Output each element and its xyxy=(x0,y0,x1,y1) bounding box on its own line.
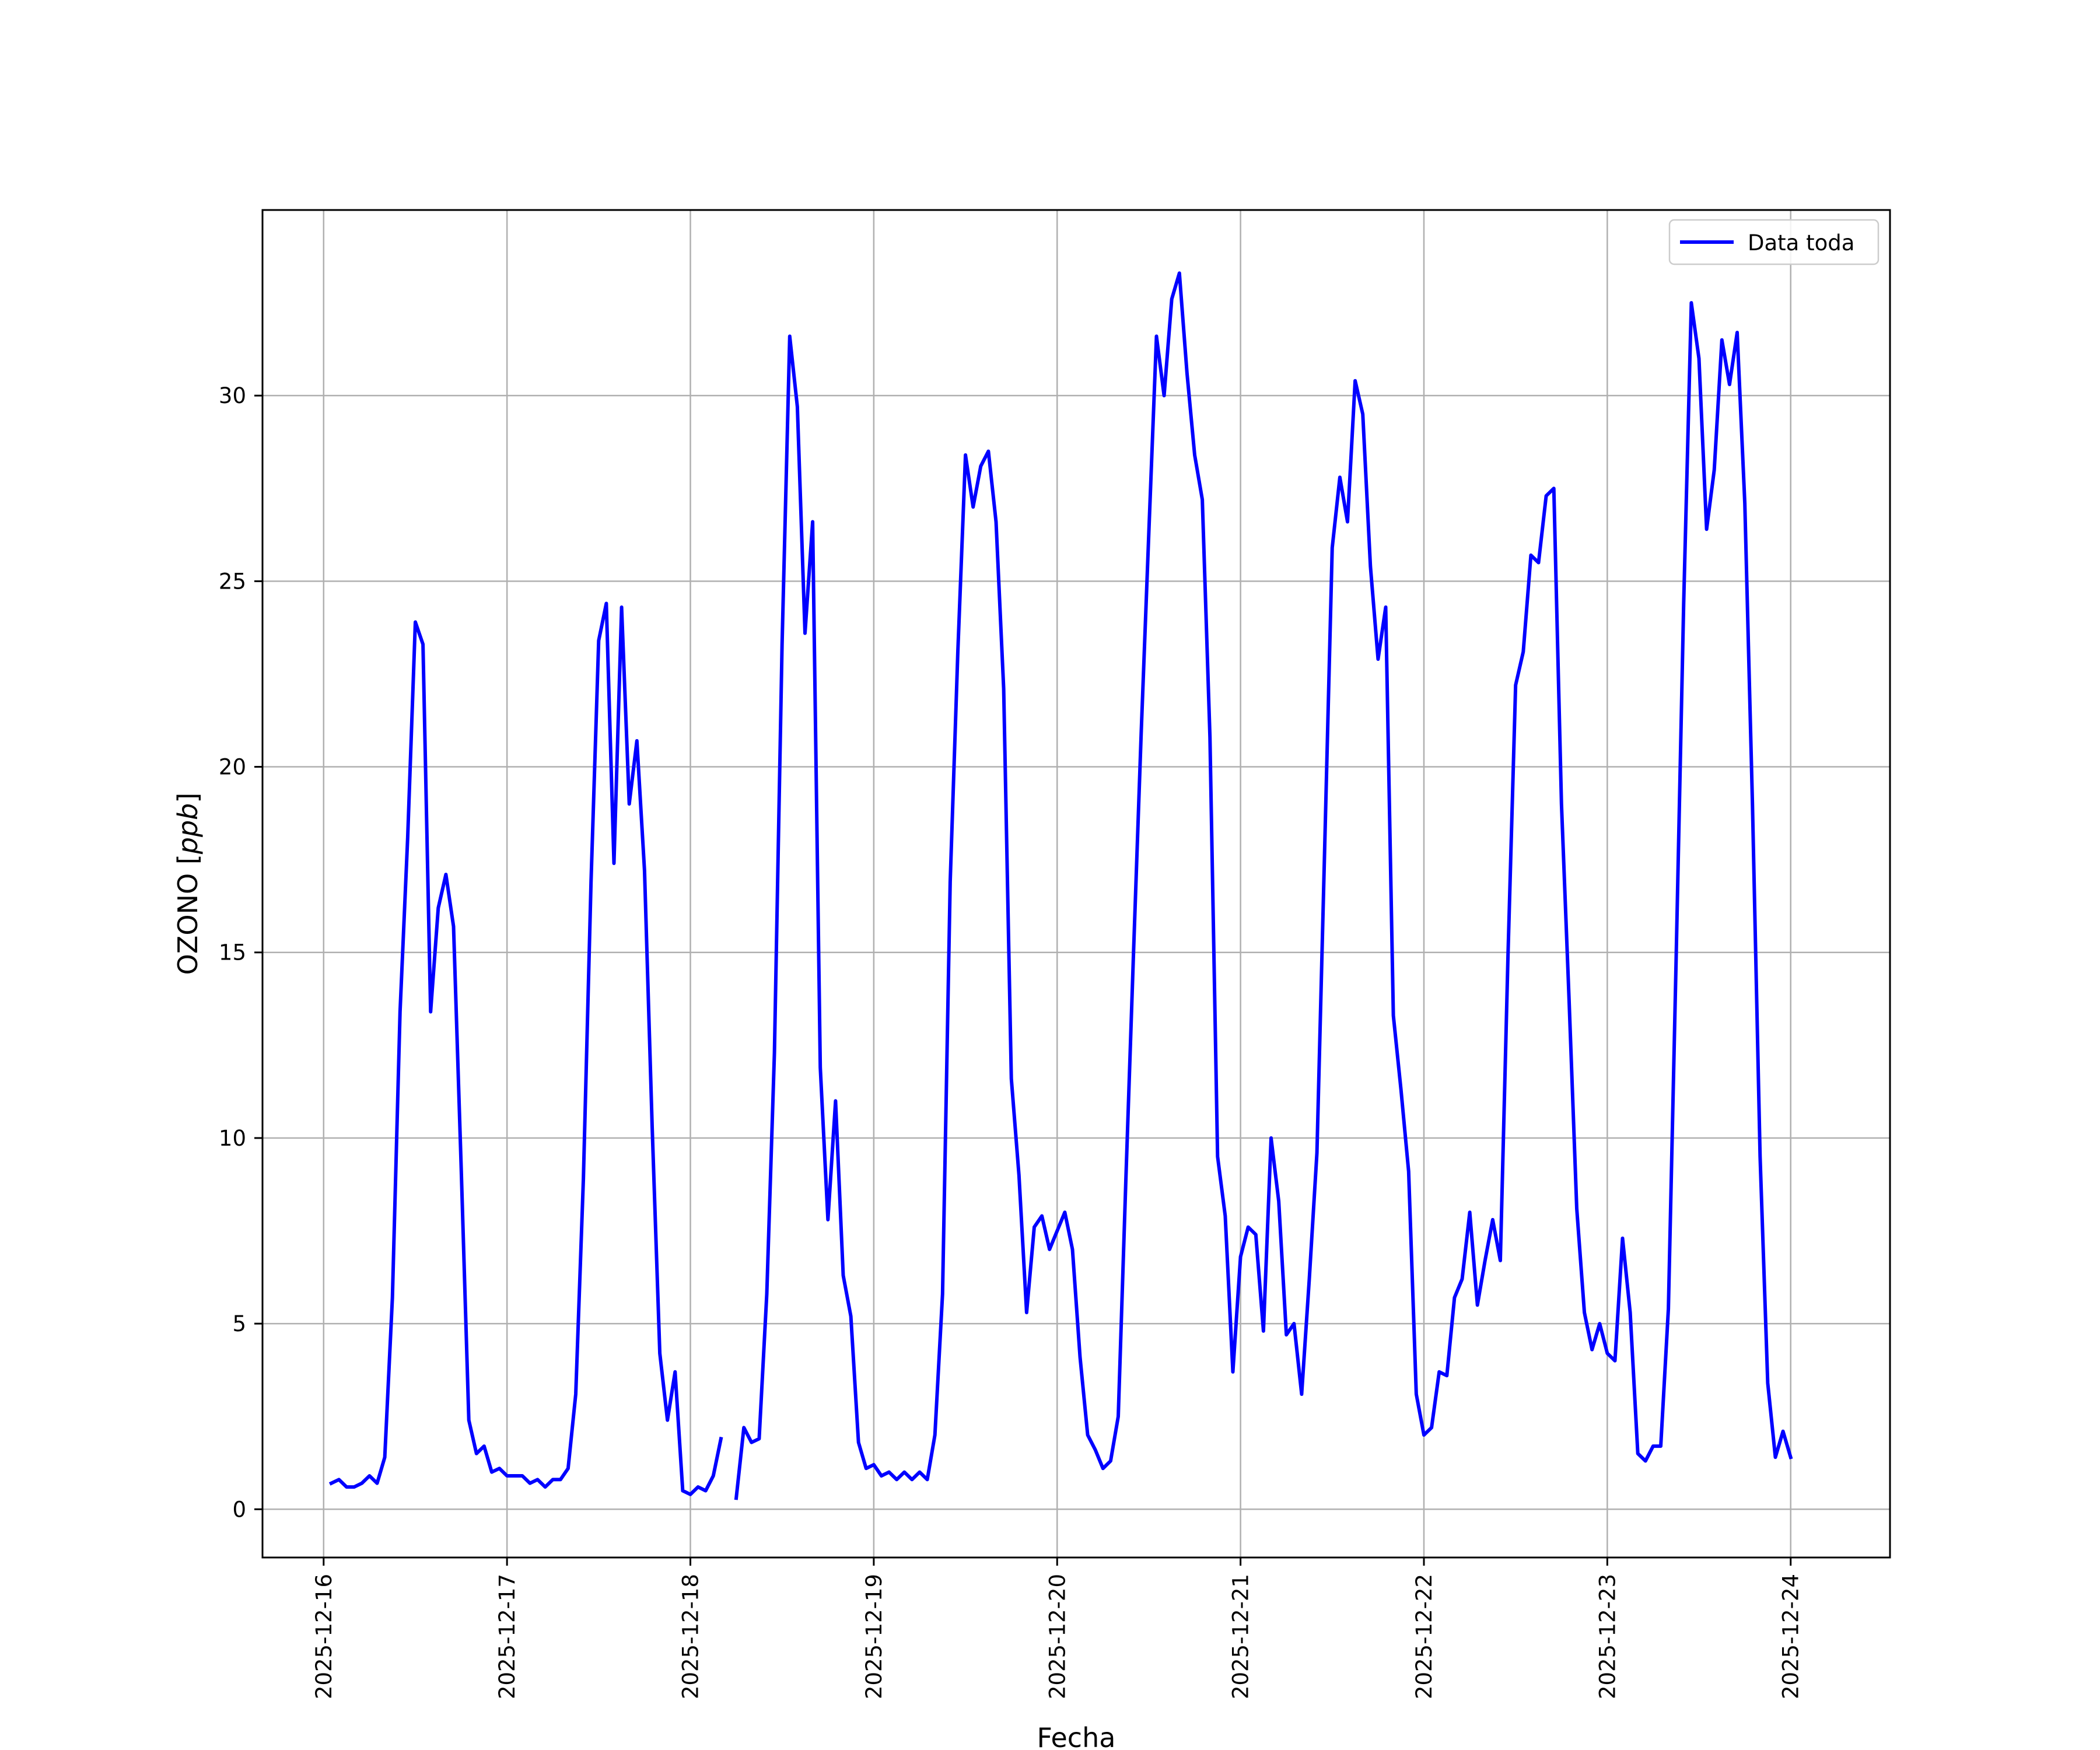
x-tick-label: 2025-12-20 xyxy=(1045,1574,1070,1699)
x-tick-label: 2025-12-17 xyxy=(495,1574,520,1699)
x-tick-label: 2025-12-22 xyxy=(1412,1574,1437,1699)
tick-labels: 0 5 10 15 20 25 30 2025-12-16 2025-12-17 2025-12-… xyxy=(219,383,1804,1699)
y-tick-label: 25 xyxy=(219,569,246,594)
legend-box xyxy=(1668,219,1880,265)
legend-label: Data toda xyxy=(1748,230,1854,256)
x-tick-label: 2025-12-19 xyxy=(862,1574,887,1699)
x-tick-label: 2025-12-18 xyxy=(678,1574,704,1699)
plot-frame xyxy=(261,209,1891,1559)
x-axis-title: Fecha xyxy=(1037,1722,1116,1750)
y-tick-label: 0 xyxy=(232,1497,246,1522)
y-tick-label: 30 xyxy=(219,383,246,408)
legend: Data toda xyxy=(1668,219,1880,265)
x-tick-label: 2025-12-16 xyxy=(312,1574,337,1699)
series-lines xyxy=(328,271,1793,1500)
x-tick-label: 2025-12-24 xyxy=(1779,1574,1804,1699)
y-tick-label: 10 xyxy=(219,1126,246,1151)
y-tick-label: 20 xyxy=(219,755,246,780)
grid-lines xyxy=(262,210,1890,1558)
y-axis-title-text: OZONO [ xyxy=(172,854,204,975)
series-line-data-toda xyxy=(328,601,723,1496)
y-tick-label: 15 xyxy=(219,940,246,965)
x-tick-label: 2025-12-23 xyxy=(1595,1574,1620,1699)
y-axis-title-close: ] xyxy=(172,793,204,803)
axis-ticks xyxy=(254,394,1792,1566)
y-axis-title-unit: ppb xyxy=(172,803,204,855)
y-tick-label: 5 xyxy=(232,1311,246,1336)
x-tick-label: 2025-12-21 xyxy=(1228,1574,1254,1699)
series-line-data-toda xyxy=(734,271,1793,1500)
y-axis-title: OZONO [ppb] xyxy=(172,793,204,975)
